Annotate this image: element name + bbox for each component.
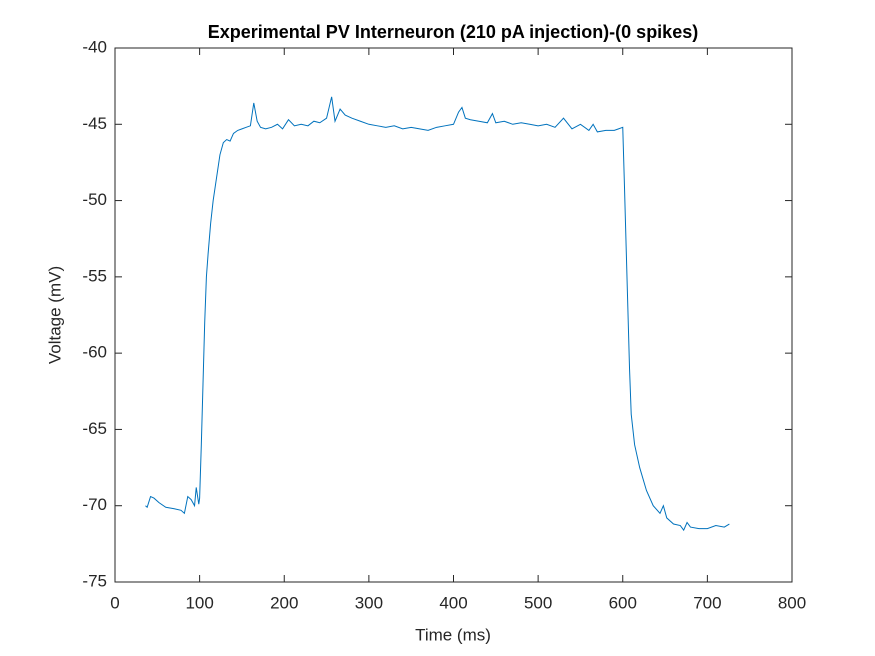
y-tick-label: -55 bbox=[82, 266, 107, 285]
y-tick-label: -65 bbox=[82, 419, 107, 438]
x-tick-label: 500 bbox=[524, 593, 552, 612]
x-tick-label: 800 bbox=[778, 593, 806, 612]
y-axis-label: Voltage (mV) bbox=[45, 266, 64, 364]
x-tick-label: 200 bbox=[270, 593, 298, 612]
y-tick-label: -70 bbox=[82, 495, 107, 514]
y-tick-label: -45 bbox=[82, 114, 107, 133]
x-tick-label: 600 bbox=[609, 593, 637, 612]
x-tick-label: 700 bbox=[693, 593, 721, 612]
x-tick-label: 0 bbox=[110, 593, 119, 612]
plot-box bbox=[114, 47, 793, 583]
y-tick-label: -40 bbox=[82, 37, 107, 56]
x-axis-label: Time (ms) bbox=[415, 625, 491, 644]
chart-title: Experimental PV Interneuron (210 pA inje… bbox=[208, 22, 698, 42]
x-tick-label: 300 bbox=[355, 593, 383, 612]
y-tick-label: -50 bbox=[82, 190, 107, 209]
x-tick-label: 100 bbox=[185, 593, 213, 612]
y-tick-label: -75 bbox=[82, 571, 107, 590]
data-line bbox=[145, 96, 730, 532]
y-tick-label: -60 bbox=[82, 343, 107, 362]
x-tick-label: 400 bbox=[439, 593, 467, 612]
